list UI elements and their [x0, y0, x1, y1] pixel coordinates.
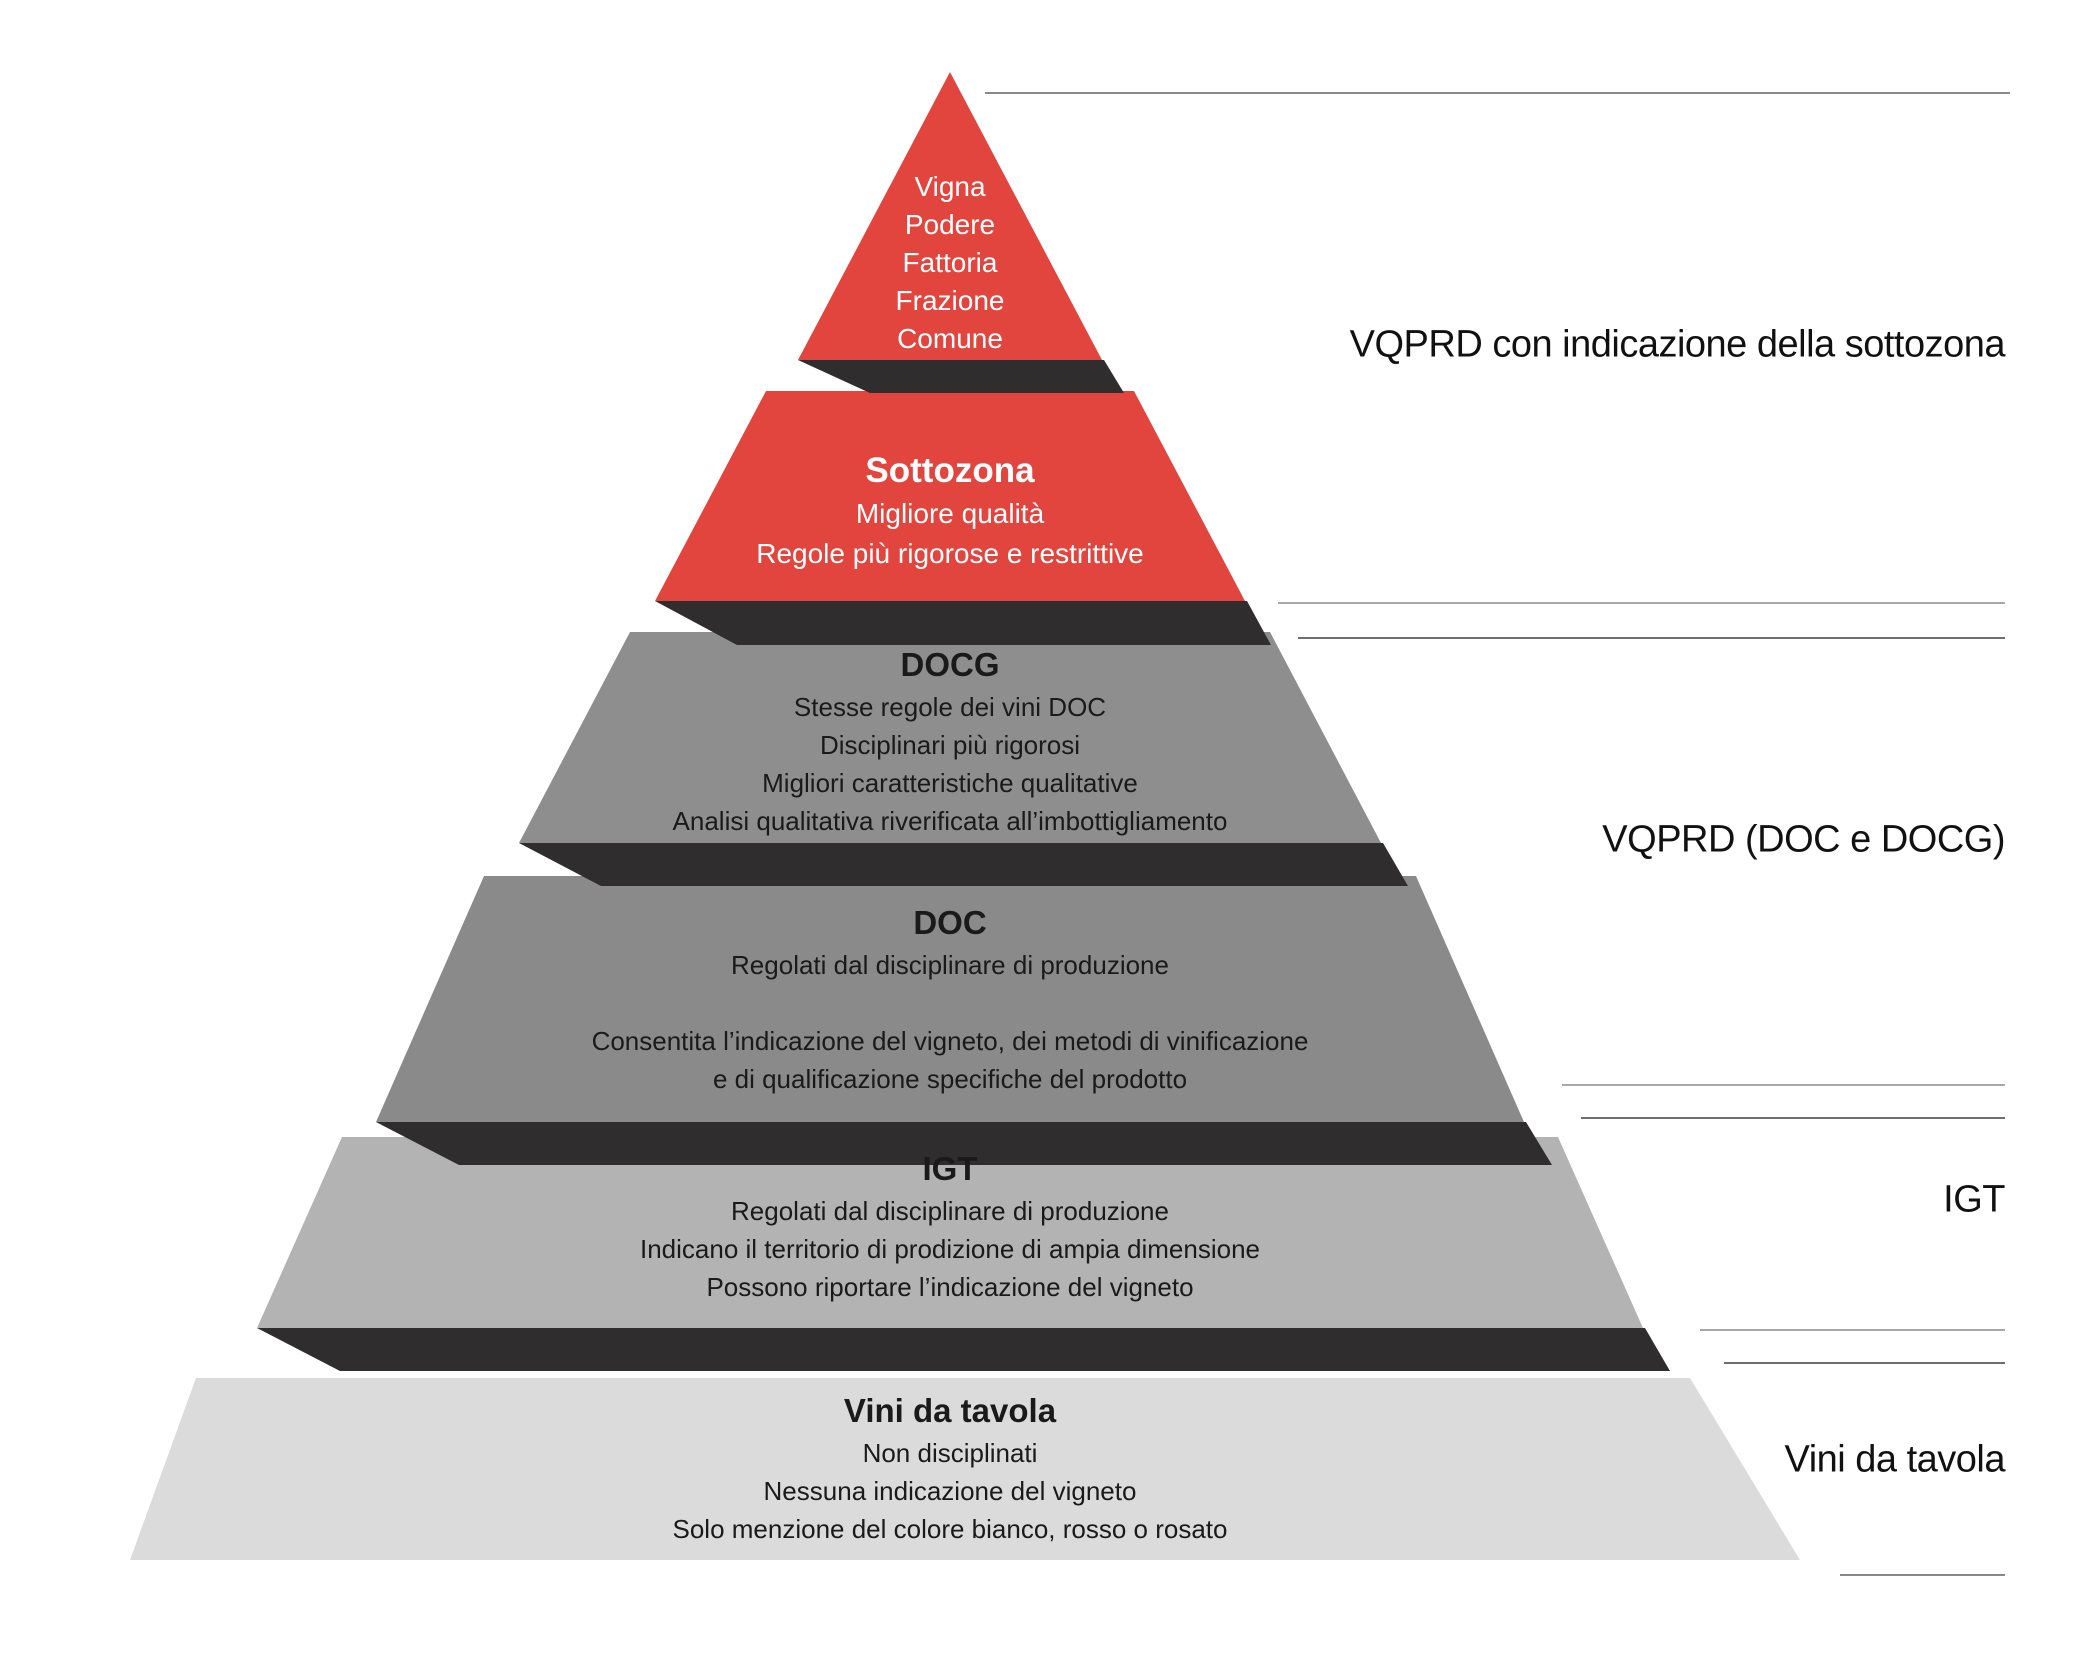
layer-shape-vetta: [798, 72, 1102, 360]
layer-shape-doc: [376, 876, 1524, 1122]
layer-text-line: [592, 984, 1309, 1022]
layer-text-line: Regolati dal disciplinare di produzione: [731, 1196, 1169, 1226]
shadow-band-4: [376, 1122, 1552, 1165]
layer-shape-sottozona: [655, 391, 1245, 601]
layer-text-vetta: Vigna Podere Fattoria Frazione Comune: [896, 168, 1005, 358]
layer-text-doc: DOC Regolati dal disciplinare di produzi…: [592, 900, 1309, 1098]
layer-text-line: Fattoria: [902, 247, 998, 278]
shadow-band-5: [257, 1328, 1670, 1371]
layer-text-line: Comune: [897, 323, 1003, 354]
layer-text-line: Regole più rigorose e restrittive: [756, 538, 1144, 569]
layer-text-line: Analisi qualitativa riverificata all’imb…: [672, 806, 1228, 836]
layer-shape-vini-da-tavola: [130, 1378, 1800, 1560]
layer-text-line: Regolati dal disciplinare di produzione: [731, 950, 1169, 980]
layer-text-line: Vigna: [914, 171, 986, 202]
layer-text-igt: IGT Regolati dal disciplinare di produzi…: [640, 1146, 1260, 1306]
layer-text-line: Stesse regole dei vini DOC: [793, 692, 1107, 722]
layer-shape-igt: [257, 1137, 1643, 1328]
layer-title: Sottozona: [865, 451, 1035, 490]
shadow-band-2: [655, 601, 1271, 645]
layer-text-vini-da-tavola: Vini da tavola Non disciplinati Nessuna …: [673, 1388, 1228, 1548]
layer-title: IGT: [922, 1150, 978, 1187]
layer-text-line: Disciplinari più rigorosi: [819, 730, 1081, 760]
layer-title: DOC: [913, 904, 987, 941]
layer-text-sottozona: Sottozona Migliore qualità Regole più ri…: [756, 448, 1144, 574]
side-label-vqprd-doc-docg: VQPRD (DOC e DOCG): [1602, 818, 2005, 861]
layer-shape-docg: [519, 632, 1381, 843]
layer-text-docg: DOCG Stesse regole dei vini DOC Discipli…: [673, 642, 1228, 840]
layer-text-line: Migliore qualità: [855, 498, 1045, 529]
layer-text-line: Non disciplinati: [862, 1438, 1038, 1468]
layer-title: Vini da tavola: [843, 1392, 1057, 1429]
layer-text-line: Nessuna indicazione del vigneto: [763, 1476, 1137, 1506]
layer-text-line: Indicano il territorio di prodizione di …: [639, 1234, 1261, 1264]
layer-text-line: Possono riportare l’indicazione del vign…: [706, 1272, 1194, 1302]
layer-text-line: Consentita l’indicazione del vigneto, de…: [591, 1026, 1309, 1056]
side-label-vqprd-sottozona: VQPRD con indicazione della sottozona: [1349, 323, 2006, 366]
shadow-band-1: [798, 360, 1124, 393]
layer-text-line: Migliori caratteristiche qualitative: [762, 768, 1138, 798]
layer-text-line: Frazione: [895, 285, 1005, 316]
layer-text-line: Solo menzione del colore bianco, rosso o…: [672, 1514, 1228, 1544]
shadow-band-3: [519, 843, 1408, 886]
side-label-vini-da-tavola: Vini da tavola: [1784, 1438, 2006, 1481]
layer-text-line: Podere: [904, 209, 996, 240]
side-label-igt: IGT: [1943, 1178, 2005, 1221]
layer-title: DOCG: [900, 646, 1000, 683]
layer-text-line: e di qualificazione specifiche del prodo…: [712, 1064, 1188, 1094]
